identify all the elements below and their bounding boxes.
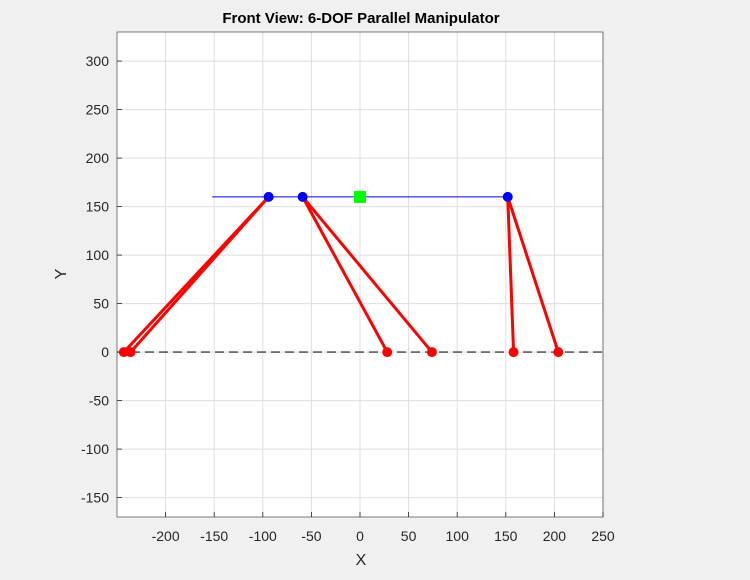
base-joint-point: [426, 347, 437, 358]
chart-title: Front View: 6-DOF Parallel Manipulator: [222, 10, 499, 27]
y-tick-label: 0: [101, 344, 109, 360]
y-tick-label: 100: [86, 247, 110, 263]
leg-segment: [129, 195, 271, 354]
x-tick-label: -200: [152, 528, 180, 544]
x-tick-label: 50: [401, 528, 417, 544]
y-tick-label: 200: [86, 150, 110, 166]
center-point: [354, 190, 366, 203]
x-tick-label: 200: [543, 528, 567, 544]
y-tick-labels: -150 -100 -50 0 50 100 150 200 250 300: [81, 53, 109, 506]
x-tick-label: -50: [301, 528, 321, 544]
platform-joint-point: [502, 191, 513, 202]
x-tick-label: 0: [356, 528, 364, 544]
leg-segment: [506, 195, 560, 354]
y-tick-label: -50: [89, 393, 109, 409]
leg-segment: [301, 195, 389, 354]
x-tick-label: 250: [591, 528, 615, 544]
base-joint-point: [382, 347, 393, 358]
y-tick-label: -100: [81, 441, 109, 457]
x-tick-label: -100: [249, 528, 277, 544]
x-axis-label: X: [356, 552, 367, 569]
base-joint-point: [553, 347, 564, 358]
x-tick-labels: -200 -150 -100 -50 0 50 100 150 200 250: [152, 528, 615, 544]
leg-segment: [301, 195, 434, 354]
y-tick-label: -150: [81, 490, 109, 506]
leg-segment: [506, 195, 516, 354]
platform-joint-point: [297, 191, 308, 202]
chart-marks: [117, 190, 603, 358]
x-tick-label: -150: [200, 528, 228, 544]
x-tick-label: 100: [446, 528, 470, 544]
platform-joint-point: [263, 191, 274, 202]
y-tick-label: 300: [86, 53, 110, 69]
x-tick-label: 150: [494, 528, 518, 544]
y-tick-label: 150: [86, 199, 110, 215]
y-axis-label: Y: [53, 268, 70, 279]
y-tick-label: 250: [86, 102, 110, 118]
y-tick-label: 50: [93, 296, 109, 312]
base-joint-point: [508, 347, 519, 358]
base-joint-point: [125, 347, 136, 358]
plot-border: [116, 31, 604, 518]
